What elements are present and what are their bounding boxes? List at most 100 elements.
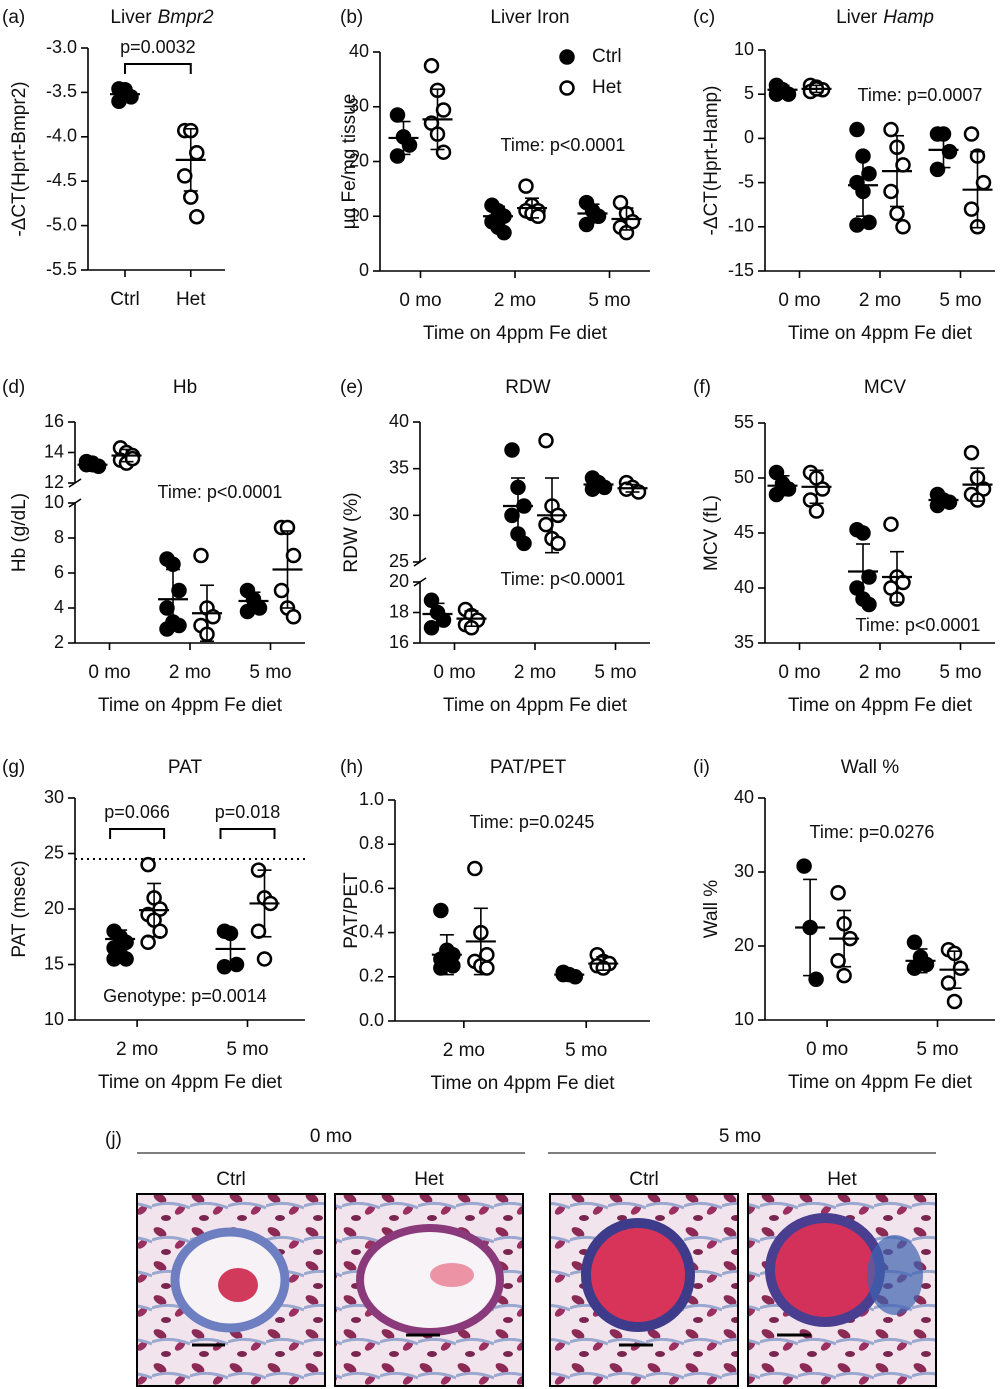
data-point bbox=[516, 535, 532, 552]
data-point bbox=[963, 201, 980, 217]
y-tick-label: 18 bbox=[389, 601, 409, 621]
error-bar bbox=[837, 909, 852, 968]
error-bar bbox=[280, 530, 295, 609]
error-bar bbox=[562, 971, 577, 978]
y-tick-label: -5.5 bbox=[46, 259, 77, 279]
error-bar bbox=[147, 882, 162, 938]
error-bar bbox=[585, 203, 600, 224]
data-point bbox=[808, 503, 825, 519]
group-label: 0 mo bbox=[310, 1126, 352, 1147]
title-text: RDW bbox=[505, 377, 550, 398]
chart-title: Wall % bbox=[841, 757, 900, 778]
data-point bbox=[256, 951, 273, 967]
x-tick-label: 2 mo bbox=[514, 662, 556, 683]
x-axis-label: Time on 4ppm Fe diet bbox=[788, 1072, 973, 1093]
chart-title: RDW bbox=[505, 377, 550, 398]
error-bar bbox=[491, 205, 505, 227]
bracket bbox=[109, 828, 166, 839]
y-axis-label: RDW (%) bbox=[341, 492, 362, 572]
error-bar bbox=[936, 131, 951, 169]
data-point bbox=[929, 161, 946, 178]
error-bar bbox=[113, 929, 128, 949]
error-bar bbox=[473, 907, 488, 976]
y-tick-label: 4 bbox=[54, 597, 64, 617]
x-tick-label: 5 mo bbox=[249, 662, 291, 683]
y-tick-label: 35 bbox=[734, 632, 754, 652]
y-tick-label: 6 bbox=[54, 562, 64, 582]
panel-label: (e) bbox=[340, 377, 363, 398]
bracket-label: p=0.066 bbox=[104, 802, 170, 822]
panel-label: (g) bbox=[2, 757, 25, 778]
micrograph bbox=[136, 1193, 326, 1387]
title-text: Liver bbox=[110, 7, 152, 28]
data-point bbox=[578, 216, 595, 233]
annotation: Time: p=0.0245 bbox=[470, 812, 595, 832]
error-bar bbox=[166, 568, 180, 630]
x-tick-label: 5 mo bbox=[916, 1039, 958, 1060]
data-point bbox=[975, 174, 992, 191]
y-tick-label: 15 bbox=[44, 953, 64, 973]
x-tick-label: 2 mo bbox=[443, 1040, 485, 1061]
x-tick-label: 0 mo bbox=[778, 662, 820, 683]
chart-title: Hb bbox=[173, 377, 197, 398]
data-point bbox=[423, 620, 440, 636]
data-point bbox=[768, 486, 785, 503]
x-tick-label: 2 mo bbox=[859, 662, 901, 683]
chart: (a) Liver Bmpr2 -ΔCT(Hprt-Bmpr2) -3.0 -3.5 -4.… bbox=[2, 7, 225, 310]
data-point bbox=[106, 951, 122, 967]
error-bar bbox=[511, 477, 525, 535]
data-point bbox=[550, 535, 566, 552]
data-point bbox=[895, 157, 911, 173]
y-tick-label: 2 bbox=[54, 632, 64, 652]
x-axis-label: Time on 4ppm Fe diet bbox=[788, 323, 973, 344]
legend-marker bbox=[559, 49, 575, 65]
error-bar bbox=[223, 929, 238, 969]
data-point bbox=[189, 208, 205, 225]
error-bar bbox=[430, 88, 445, 151]
y-tick-label: 40 bbox=[734, 577, 754, 597]
data-point bbox=[171, 582, 187, 599]
image-label: Ctrl bbox=[629, 1169, 659, 1190]
x-axis-label: Time on 4ppm Fe diet bbox=[423, 323, 608, 344]
error-bar bbox=[430, 602, 445, 626]
data-point bbox=[273, 582, 290, 599]
y-tick-label: 0.4 bbox=[359, 921, 384, 941]
bracket bbox=[219, 828, 276, 839]
chart-title: PAT bbox=[168, 757, 203, 778]
error-bar bbox=[856, 153, 870, 217]
y-tick-label: 20 bbox=[734, 935, 754, 955]
micrograph bbox=[334, 1193, 524, 1387]
y-tick-label: 10 bbox=[734, 39, 754, 59]
data-point bbox=[216, 958, 233, 975]
data-point bbox=[906, 934, 923, 951]
title-text: Hb bbox=[173, 377, 197, 398]
data-point bbox=[889, 205, 905, 222]
data-point bbox=[963, 444, 980, 461]
chart: (i) Wall % Wall % Time on 4ppm Fe diet 10 20 3… bbox=[693, 757, 995, 1093]
title-italic: Bmpr2 bbox=[158, 7, 214, 28]
data-point bbox=[183, 189, 199, 205]
y-tick-label: -3.5 bbox=[46, 81, 77, 101]
data-point bbox=[849, 121, 865, 138]
panel-label: (c) bbox=[693, 7, 715, 28]
title-text: PAT bbox=[168, 757, 203, 778]
error-bar bbox=[970, 150, 985, 229]
data-point bbox=[861, 166, 877, 182]
data-point bbox=[189, 145, 205, 161]
error-bar bbox=[396, 120, 411, 156]
x-tick-label: 5 mo bbox=[588, 290, 630, 311]
data-point bbox=[285, 547, 302, 564]
x-tick-label: 0 mo bbox=[88, 662, 130, 683]
y-axis-label: MCV (fL) bbox=[701, 495, 722, 571]
panel-label: (a) bbox=[2, 7, 25, 28]
x-tick-label: 2 mo bbox=[494, 290, 536, 311]
data-point bbox=[861, 596, 877, 613]
chart-title: PAT/PET bbox=[490, 757, 567, 778]
y-tick-label: 10 bbox=[734, 1009, 754, 1029]
y-tick-label: -4.5 bbox=[46, 170, 77, 190]
data-point bbox=[228, 956, 245, 973]
data-point bbox=[285, 609, 302, 625]
y-tick-label: 35 bbox=[389, 457, 409, 477]
data-point bbox=[814, 481, 831, 497]
